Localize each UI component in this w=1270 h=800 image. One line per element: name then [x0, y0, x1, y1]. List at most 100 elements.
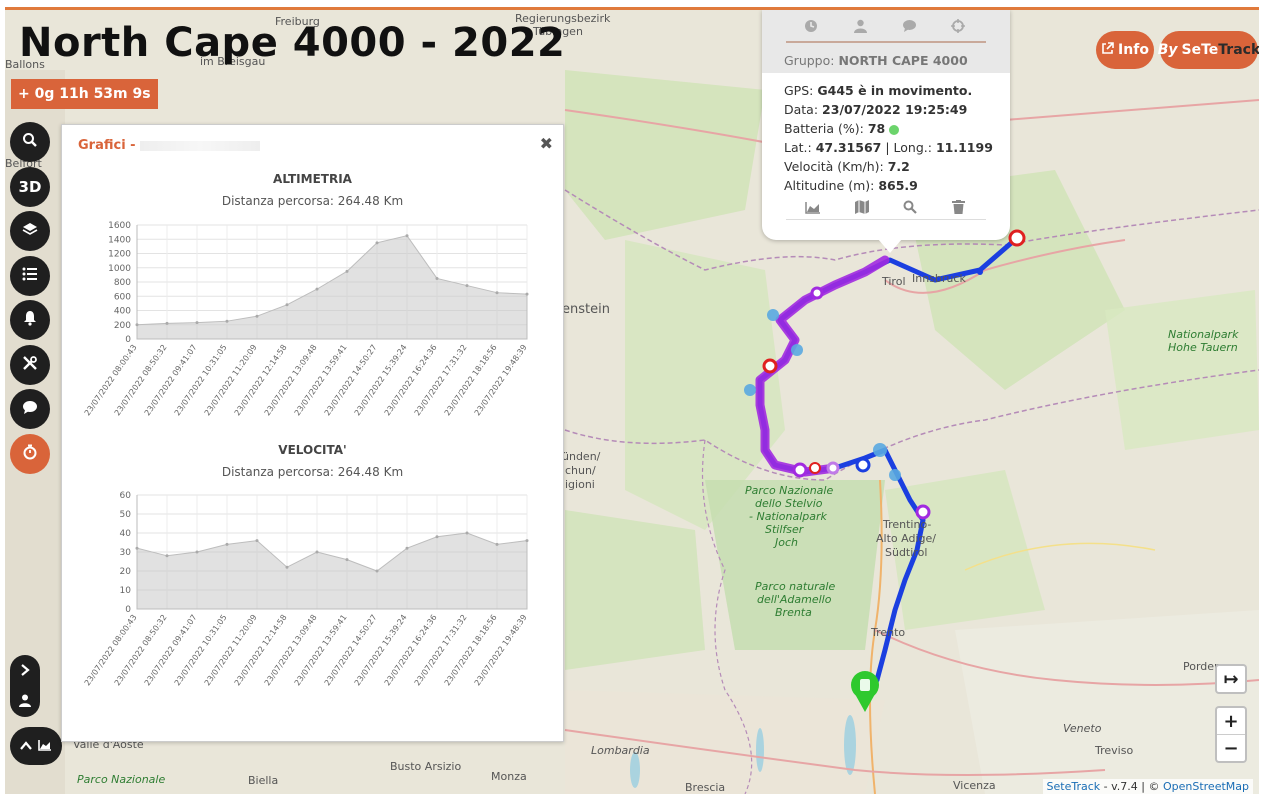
data-area [136, 532, 528, 610]
x-tick-label: 23/07/2022 08:00:43 [83, 343, 139, 417]
speed-value: 7.2 [887, 159, 910, 174]
x-tick-label: 23/07/2022 14:50:27 [323, 343, 379, 417]
speed-label: Velocità (Km/h): [784, 159, 884, 174]
popup-pointer [878, 239, 902, 253]
version-text: - v.7.4 | © [1100, 780, 1163, 793]
app-frame: Innsbruck Tirol enstein Nationalpark Hoh… [5, 7, 1259, 794]
date-value: 23/07/2022 19:25:49 [822, 102, 968, 117]
map-label: Treviso [1095, 744, 1134, 757]
chat-button[interactable] [10, 389, 50, 429]
altitude-value: 865.9 [878, 178, 918, 193]
data-point [315, 550, 319, 554]
x-tick-label: 23/07/2022 15:39:24 [353, 343, 409, 417]
map-label: Tirol [882, 275, 906, 288]
comment-icon[interactable] [902, 18, 917, 37]
lon-label: Long.: [893, 140, 932, 155]
list-icon [22, 267, 38, 285]
x-tick-label: 23/07/2022 19:48:39 [473, 343, 529, 417]
battery-value: 78 [867, 121, 886, 136]
brand-sete: SeTe [1181, 42, 1219, 58]
expand-icon[interactable]: ↦ [1223, 668, 1239, 690]
notifications-button[interactable] [10, 300, 50, 340]
osm-link[interactable]: OpenStreetMap [1162, 780, 1249, 793]
map-label: ünden/ [562, 450, 601, 463]
elapsed-timer-badge[interactable]: + 0g 11h 53m 9s [11, 79, 158, 109]
map-label: Veneto [1063, 722, 1102, 735]
list-button[interactable] [10, 256, 50, 296]
map-label: Trento [871, 626, 906, 639]
chevron-right-icon [20, 661, 30, 680]
map-label: Brescia [685, 781, 726, 794]
graphs-panel: Grafici - ✖ ALTIMETRIA Distanza percorsa… [61, 124, 564, 742]
search-icon[interactable] [903, 199, 917, 218]
battery-label: Batteria (%): [784, 121, 864, 136]
zoom-out-button[interactable]: − [1223, 737, 1239, 759]
charts-toggle-button[interactable] [10, 727, 62, 765]
data-point [285, 565, 289, 569]
tools-button[interactable] [10, 345, 50, 385]
info-label: Info [1118, 42, 1149, 58]
map-label: Trentino- [883, 518, 932, 531]
y-tick-label: 50 [120, 510, 132, 520]
altimetry-chart: 0 200 400 600 800 1000 1200 1400 1600 23/07/2022 … [83, 221, 529, 417]
lat-value: 47.31567 [815, 140, 882, 155]
data-point [435, 276, 439, 280]
map-label: Ballons [5, 58, 45, 71]
gps-line: GPS: G445 è in movimento. [784, 83, 972, 98]
setetrack-brand-button[interactable]: By SeTe Track [1158, 31, 1259, 69]
data-point [255, 314, 259, 318]
data-area [136, 235, 528, 340]
data-point [525, 539, 529, 543]
area-chart-icon[interactable] [805, 199, 821, 218]
map-icon[interactable] [854, 199, 870, 218]
map-label: Parco Nazionale [745, 484, 834, 497]
data-point [165, 554, 169, 558]
battery-status-dot [889, 124, 900, 135]
y-tick-label: 10 [120, 586, 132, 596]
stopwatch-button[interactable] [10, 434, 50, 474]
brand-track: Track [1218, 42, 1259, 58]
group-line: Gruppo: NORTH CAPE 4000 [784, 53, 968, 68]
data-point [345, 269, 349, 273]
crosshair-icon[interactable] [951, 18, 965, 37]
group-value: NORTH CAPE 4000 [838, 53, 968, 68]
layers-button[interactable] [10, 211, 50, 251]
info-button[interactable]: Info [1096, 31, 1154, 69]
y-tick-label: 20 [120, 567, 132, 577]
side-panel-toggle[interactable] [10, 655, 40, 717]
data-point [435, 535, 439, 539]
data-point [375, 241, 379, 245]
data-point [345, 558, 349, 562]
map-label: Vicenza [953, 779, 996, 792]
x-tick-label: 23/07/2022 08:00:43 [83, 613, 139, 687]
popup-header: Gruppo: NORTH CAPE 4000 [762, 10, 1010, 73]
altitude-label: Altitudine (m): [784, 178, 875, 193]
x-tick-label: 23/07/2022 10:31:05 [173, 343, 229, 417]
trash-icon[interactable] [952, 199, 965, 218]
map-label: chun/ [565, 464, 596, 477]
user-icon[interactable] [854, 18, 867, 37]
y-tick-label: 400 [114, 307, 131, 317]
search-icon [22, 132, 38, 152]
battery-line: Batteria (%): 78 [784, 121, 900, 136]
date-line: Data: 23/07/2022 19:25:49 [784, 102, 967, 117]
search-button[interactable] [10, 122, 50, 162]
setetrack-link[interactable]: SeteTrack [1046, 780, 1101, 793]
map-label: Nationalpark [1168, 328, 1239, 341]
blurred-device-name [140, 140, 261, 151]
map-label: Joch [775, 536, 798, 549]
speed-subtitle: Distanza percorsa: 264.48 Km [221, 465, 404, 479]
date-label: Data: [784, 102, 819, 117]
y-tick-label: 1400 [108, 235, 131, 245]
expand-control[interactable]: ↦ [1215, 664, 1247, 694]
popup-tab-indicator [786, 41, 986, 43]
x-tick-label: 23/07/2022 15:39:24 [353, 613, 409, 687]
close-icon[interactable]: ✖ [539, 134, 553, 153]
3d-view-button[interactable]: 3D [10, 167, 50, 207]
zoom-in-button[interactable]: + [1217, 708, 1245, 735]
y-tick-label: 0 [125, 605, 131, 615]
clock-icon[interactable] [804, 18, 818, 37]
map-label: Brenta [775, 606, 812, 619]
coords-separator: | [885, 140, 890, 155]
